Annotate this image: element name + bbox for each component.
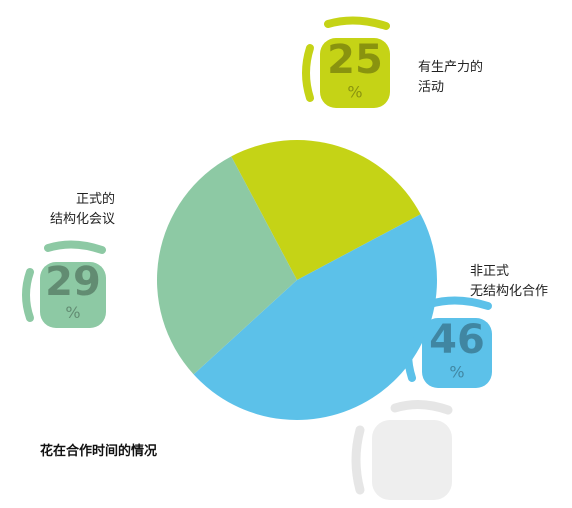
value-label: 25 (327, 37, 383, 83)
empty-chair (351, 400, 453, 500)
category-label: 非正式 无结构化合作 (470, 264, 549, 299)
value-label: 29 (45, 259, 101, 305)
card-arm (404, 324, 416, 382)
card-back (324, 16, 390, 30)
category-label: 有生产力的 活动 (418, 60, 484, 95)
card-back (44, 240, 106, 254)
category-label: 正式的 结构化会议 (50, 192, 116, 227)
pie-slice (193, 214, 437, 420)
card-arm (22, 268, 34, 322)
pie-slice (156, 156, 297, 375)
pie-slice (231, 140, 421, 280)
percent-card: 29% (22, 240, 106, 328)
chart-title: 花在合作时间的情况 (40, 444, 158, 459)
value-unit: % (347, 83, 362, 102)
percent-card: 25% (302, 16, 390, 108)
card-back (426, 296, 492, 310)
value-label: 46 (429, 317, 485, 363)
card-body (320, 38, 390, 108)
percent-card: 46% (404, 296, 492, 388)
value-unit: % (65, 303, 80, 322)
value-unit: % (449, 363, 464, 382)
card-body (40, 262, 106, 328)
card-arm (302, 44, 314, 102)
card-body (422, 318, 492, 388)
